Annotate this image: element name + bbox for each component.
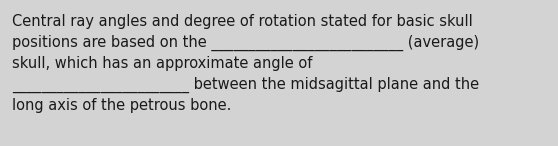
Text: long axis of the petrous bone.: long axis of the petrous bone. bbox=[12, 98, 232, 113]
Text: skull, which has an approximate angle of: skull, which has an approximate angle of bbox=[12, 56, 312, 71]
Text: ________________________ between the midsagittal plane and the: ________________________ between the mid… bbox=[12, 77, 479, 93]
Text: Central ray angles and degree of rotation stated for basic skull: Central ray angles and degree of rotatio… bbox=[12, 14, 473, 29]
Text: positions are based on the __________________________ (average): positions are based on the _____________… bbox=[12, 35, 479, 51]
